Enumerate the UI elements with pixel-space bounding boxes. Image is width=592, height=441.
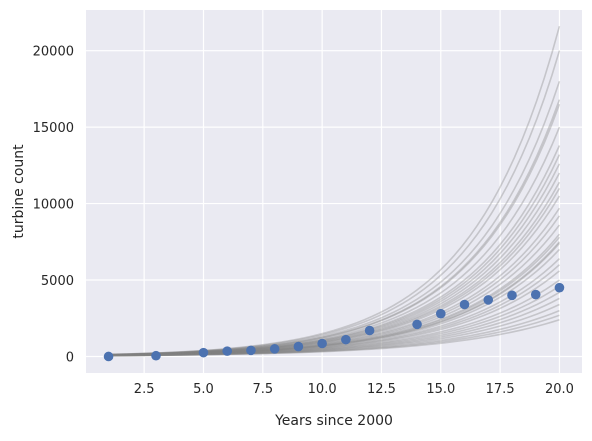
y-tick-label: 0 [66,350,74,365]
data-point [103,351,114,362]
sample-curve [108,291,560,357]
sample-curve [108,270,560,357]
data-point [483,295,494,305]
data-point [341,334,351,345]
data-point [507,290,517,301]
data-point [530,289,541,300]
y-tick-label: 20000 [33,45,74,60]
sample-curve [108,50,561,356]
data-point [151,350,161,361]
data-point [364,325,375,336]
sample-curve [108,195,561,356]
x-axis-label: Years since 2000 [274,413,393,429]
sample-curve [108,163,561,356]
sample-curve [108,297,560,357]
data-point [198,347,209,358]
data-point [554,282,565,293]
data-point [222,346,233,356]
x-tick-label: 5.0 [193,382,214,397]
sample-curve [108,207,561,356]
plot-area [86,10,582,373]
sample-curve [108,314,560,357]
sample-curve [108,103,561,356]
grid-lines [86,10,582,373]
sample-curve [108,25,561,356]
sample-curve [108,258,560,357]
sample-curve [108,309,560,357]
sample-curve [108,248,561,357]
sample-curve [108,224,561,356]
data-point [412,319,422,330]
x-tick-label: 10.0 [308,382,337,397]
y-tick-label: 5000 [41,274,74,289]
sample-curve [108,126,561,356]
data-point [317,338,327,349]
sample-curve [108,181,561,356]
x-tick-label: 7.5 [252,382,273,397]
sample-curve [108,319,560,357]
data-point [269,344,280,354]
sample-curve [108,172,561,356]
y-tick-label: 15000 [33,121,74,136]
sample-curve [108,279,560,357]
sample-curve [108,145,561,356]
sample-curve [108,303,560,357]
sample-curve [108,80,561,356]
x-tick-label: 12.5 [367,382,396,397]
x-axis-ticks: 2.5 5.0 7.5 10.0 12.5 15.0 17.5 20.0 [134,382,574,397]
x-tick-label: 2.5 [134,382,155,397]
data-point [293,341,304,352]
sample-curves [108,25,561,357]
observed-points [103,282,565,362]
y-axis-ticks: 0 5000 10000 15000 20000 [33,45,74,366]
y-axis-label: turbine count [11,144,27,239]
y-tick-label: 10000 [33,198,74,213]
sample-curve [108,285,560,357]
x-tick-label: 15.0 [426,382,455,397]
x-tick-label: 20.0 [545,382,574,397]
sample-curve [108,99,561,356]
x-tick-label: 17.5 [486,382,515,397]
sample-curve [108,187,561,356]
sample-curve [108,242,561,357]
sample-curve [108,215,561,356]
data-point [459,299,470,310]
sample-curve [108,264,560,357]
data-point [435,308,446,319]
sample-curve [108,154,561,356]
data-point [246,345,256,356]
